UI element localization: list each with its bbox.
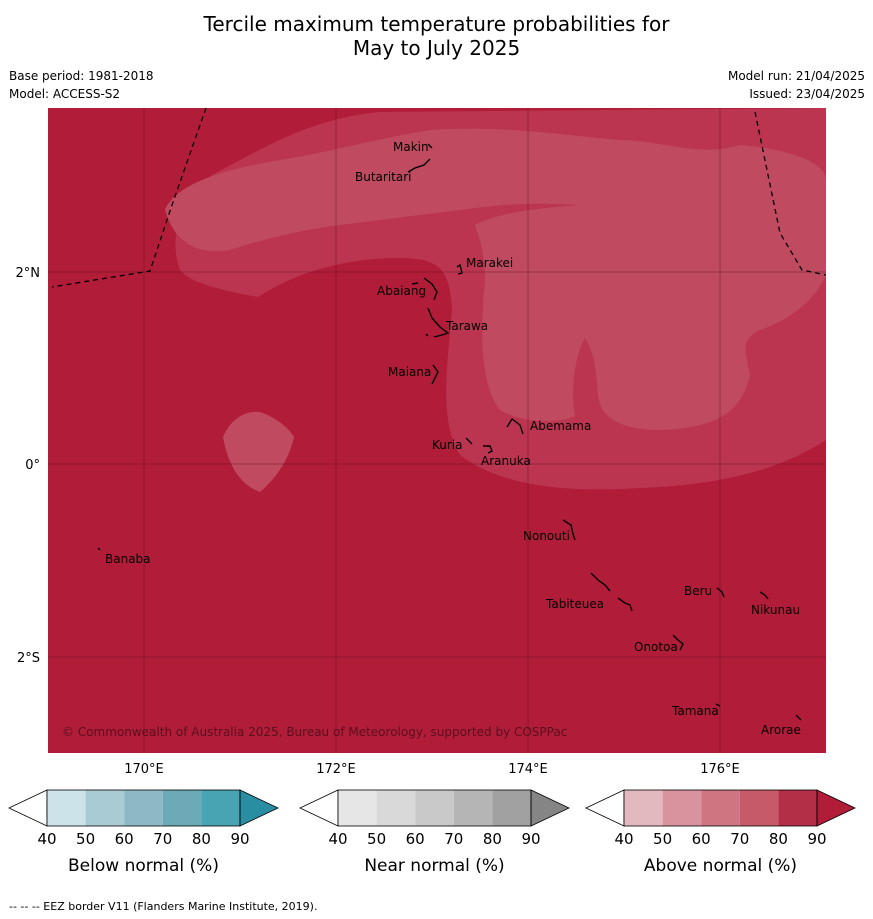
place-onotoa: Onotoa bbox=[634, 640, 678, 654]
colorbar-tick-label: 90 bbox=[230, 830, 249, 848]
lon-label-176e: 176°E bbox=[700, 762, 740, 777]
colorbar-segment bbox=[162, 790, 202, 826]
colorbar-segment bbox=[415, 790, 454, 826]
probability-patch-70 bbox=[223, 411, 294, 492]
place-banaba: Banaba bbox=[105, 552, 151, 566]
place-nonouti: Nonouti bbox=[523, 529, 570, 543]
lat-label-2s: 2°S bbox=[17, 651, 40, 666]
colorbar-arrow-high bbox=[239, 789, 279, 827]
colorbar-tick-label: 80 bbox=[769, 830, 788, 848]
title-line-1: Tercile maximum temperature probabilitie… bbox=[203, 12, 670, 36]
colorbar-segment bbox=[778, 790, 817, 826]
colorbar-segment bbox=[739, 790, 779, 826]
colorbar-segment bbox=[201, 790, 240, 826]
colorbar-segment bbox=[124, 790, 163, 826]
colorbar-tick-label: 40 bbox=[328, 830, 347, 848]
colorbar-tick-label: 50 bbox=[653, 830, 672, 848]
colorbar-arrow-low bbox=[585, 789, 625, 827]
eez-border bbox=[51, 108, 826, 288]
colorbar-tick-label: 40 bbox=[614, 830, 633, 848]
gridlines bbox=[48, 108, 826, 753]
colorbar-tick-label: 60 bbox=[692, 830, 711, 848]
colorbar-above-normal: 40 50 60 70 80 90 Above normal (%) bbox=[585, 789, 856, 876]
colorbar-title: Near normal (%) bbox=[364, 856, 504, 876]
colorbar-border bbox=[46, 789, 241, 827]
colorbar-segment bbox=[662, 790, 702, 826]
map-title: Tercile maximum temperature probabilitie… bbox=[0, 12, 873, 60]
colorbar-near-normal: 40 50 60 70 80 90 Near normal (%) bbox=[299, 789, 570, 876]
colorbar-tick-label: 50 bbox=[76, 830, 95, 848]
lon-label-170e: 170°E bbox=[124, 762, 164, 777]
meta-right: Model run: 21/04/2025 Issued: 23/04/2025 bbox=[728, 67, 865, 103]
colorbar-title: Above normal (%) bbox=[644, 856, 797, 876]
colorbar-tick-label: 50 bbox=[367, 830, 386, 848]
place-arorae: Arorae bbox=[761, 723, 801, 737]
colorbar-segment bbox=[338, 790, 377, 826]
place-beru: Beru bbox=[684, 584, 712, 598]
place-butaritari: Butaritari bbox=[355, 170, 412, 184]
lat-label-0: 0° bbox=[25, 458, 40, 473]
place-tarawa: Tarawa bbox=[445, 319, 488, 333]
place-marakei: Marakei bbox=[466, 256, 513, 270]
colorbar-segment bbox=[85, 790, 125, 826]
place-maiana: Maiana bbox=[388, 365, 431, 379]
colorbar-segment bbox=[47, 790, 86, 826]
colorbar-arrow-high bbox=[816, 789, 856, 827]
place-makin: Makin bbox=[393, 140, 429, 154]
lon-label-172e: 172°E bbox=[316, 762, 356, 777]
colorbar-segment bbox=[492, 790, 531, 826]
place-abaiang: Abaiang bbox=[377, 284, 426, 298]
place-abemama: Abemama bbox=[530, 419, 591, 433]
colorbar-arrow-low bbox=[299, 789, 339, 827]
meta-left: Base period: 1981-2018 Model: ACCESS-S2 bbox=[9, 67, 154, 103]
colorbar-segment bbox=[701, 790, 740, 826]
colorbar-border bbox=[337, 789, 532, 827]
colorbar-segment bbox=[376, 790, 416, 826]
colorbar-tick-label: 80 bbox=[483, 830, 502, 848]
model-name: Model: ACCESS-S2 bbox=[9, 87, 121, 101]
copyright-notice: © Commonwealth of Australia 2025, Bureau… bbox=[62, 725, 567, 739]
issued-date: Issued: 23/04/2025 bbox=[749, 87, 865, 101]
lon-label-174e: 174°E bbox=[508, 762, 548, 777]
island-outlines bbox=[97, 143, 802, 721]
probability-contour-70 bbox=[165, 128, 826, 431]
colorbar-segment bbox=[624, 790, 663, 826]
base-period: Base period: 1981-2018 bbox=[9, 69, 154, 83]
colorbar-tick-label: 40 bbox=[37, 830, 56, 848]
colorbar-arrow-high bbox=[530, 789, 570, 827]
place-tamana: Tamana bbox=[671, 704, 719, 718]
colorbar-below-normal: 40 50 60 70 80 90 Below normal (%) bbox=[8, 789, 279, 876]
colorbar-tick-label: 70 bbox=[444, 830, 463, 848]
colorbar-segment bbox=[453, 790, 493, 826]
eez-footnote: -- -- -- EEZ border V11 (Flanders Marine… bbox=[9, 900, 318, 913]
colorbar-title: Below normal (%) bbox=[68, 856, 219, 876]
colorbar-tick-label: 60 bbox=[115, 830, 134, 848]
title-line-2: May to July 2025 bbox=[352, 36, 521, 60]
lat-label-2n: 2°N bbox=[16, 266, 41, 281]
place-kuria: Kuria bbox=[432, 438, 463, 452]
place-tabiteuea: Tabiteuea bbox=[545, 597, 604, 611]
colorbar-arrow-low bbox=[8, 789, 48, 827]
place-aranuka: Aranuka bbox=[481, 454, 531, 468]
place-nikunau: Nikunau bbox=[751, 603, 800, 617]
colorbar-tick-label: 90 bbox=[807, 830, 826, 848]
colorbar-tick-label: 80 bbox=[192, 830, 211, 848]
colorbar-tick-label: 70 bbox=[153, 830, 172, 848]
colorbar-border bbox=[623, 789, 818, 827]
colorbar-tick-label: 70 bbox=[730, 830, 749, 848]
colorbar-tick-label: 60 bbox=[406, 830, 425, 848]
colorbar-tick-label: 90 bbox=[521, 830, 540, 848]
model-run: Model run: 21/04/2025 bbox=[727, 69, 865, 83]
